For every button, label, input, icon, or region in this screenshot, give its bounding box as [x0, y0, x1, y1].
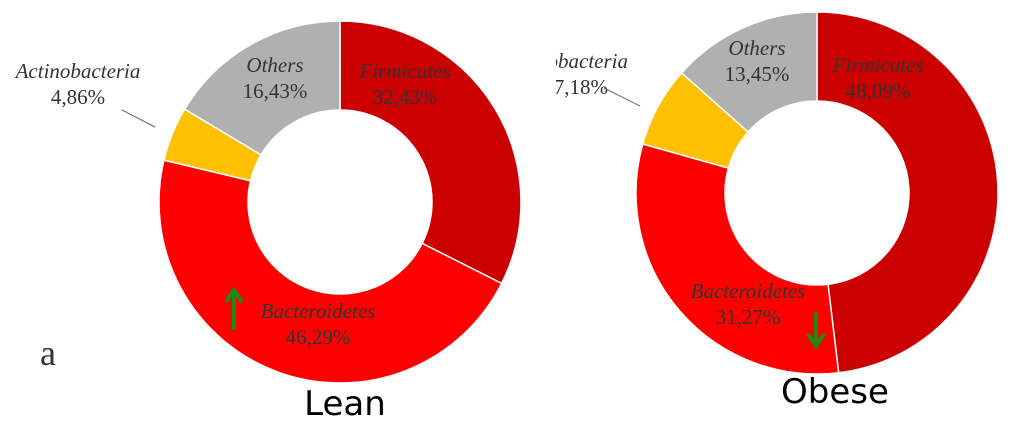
panel-label: a — [40, 333, 56, 373]
donut-slice — [680, 11, 818, 134]
slice-value: 7,18% — [554, 75, 608, 99]
slice-label: Firmicutes — [359, 59, 451, 83]
slice-value: 13,45% — [725, 62, 790, 86]
decrease-arrow — [806, 312, 826, 350]
slice-value: 4,86% — [51, 85, 105, 109]
chart-title: Lean — [304, 384, 386, 424]
slice-value: 32,43% — [373, 85, 438, 109]
slice-label: Actinobacteria — [14, 59, 141, 83]
slice-label: Bacteroidetes — [261, 299, 376, 323]
donut-slice — [816, 11, 999, 374]
slice-label: Others — [246, 53, 303, 77]
slice-value: 16,43% — [243, 79, 308, 103]
donut-slice — [635, 143, 840, 375]
slice-value: 31,27% — [716, 305, 781, 329]
slice-label: Others — [728, 36, 785, 60]
increase-arrow — [224, 286, 244, 330]
chart-title: Obese — [781, 372, 889, 412]
leader-line — [603, 87, 641, 107]
donut-slice — [183, 20, 341, 156]
donut-slice — [158, 159, 503, 384]
slice-value: 46,29% — [286, 325, 351, 349]
slice-label: Firmicutes — [832, 53, 924, 77]
leader-line — [121, 109, 156, 128]
donut-slice — [339, 20, 522, 285]
slice-label: Actinobacteria — [501, 49, 628, 73]
slice-label: Bacteroidetes — [691, 279, 806, 303]
slice-value: 48,09% — [846, 79, 911, 103]
